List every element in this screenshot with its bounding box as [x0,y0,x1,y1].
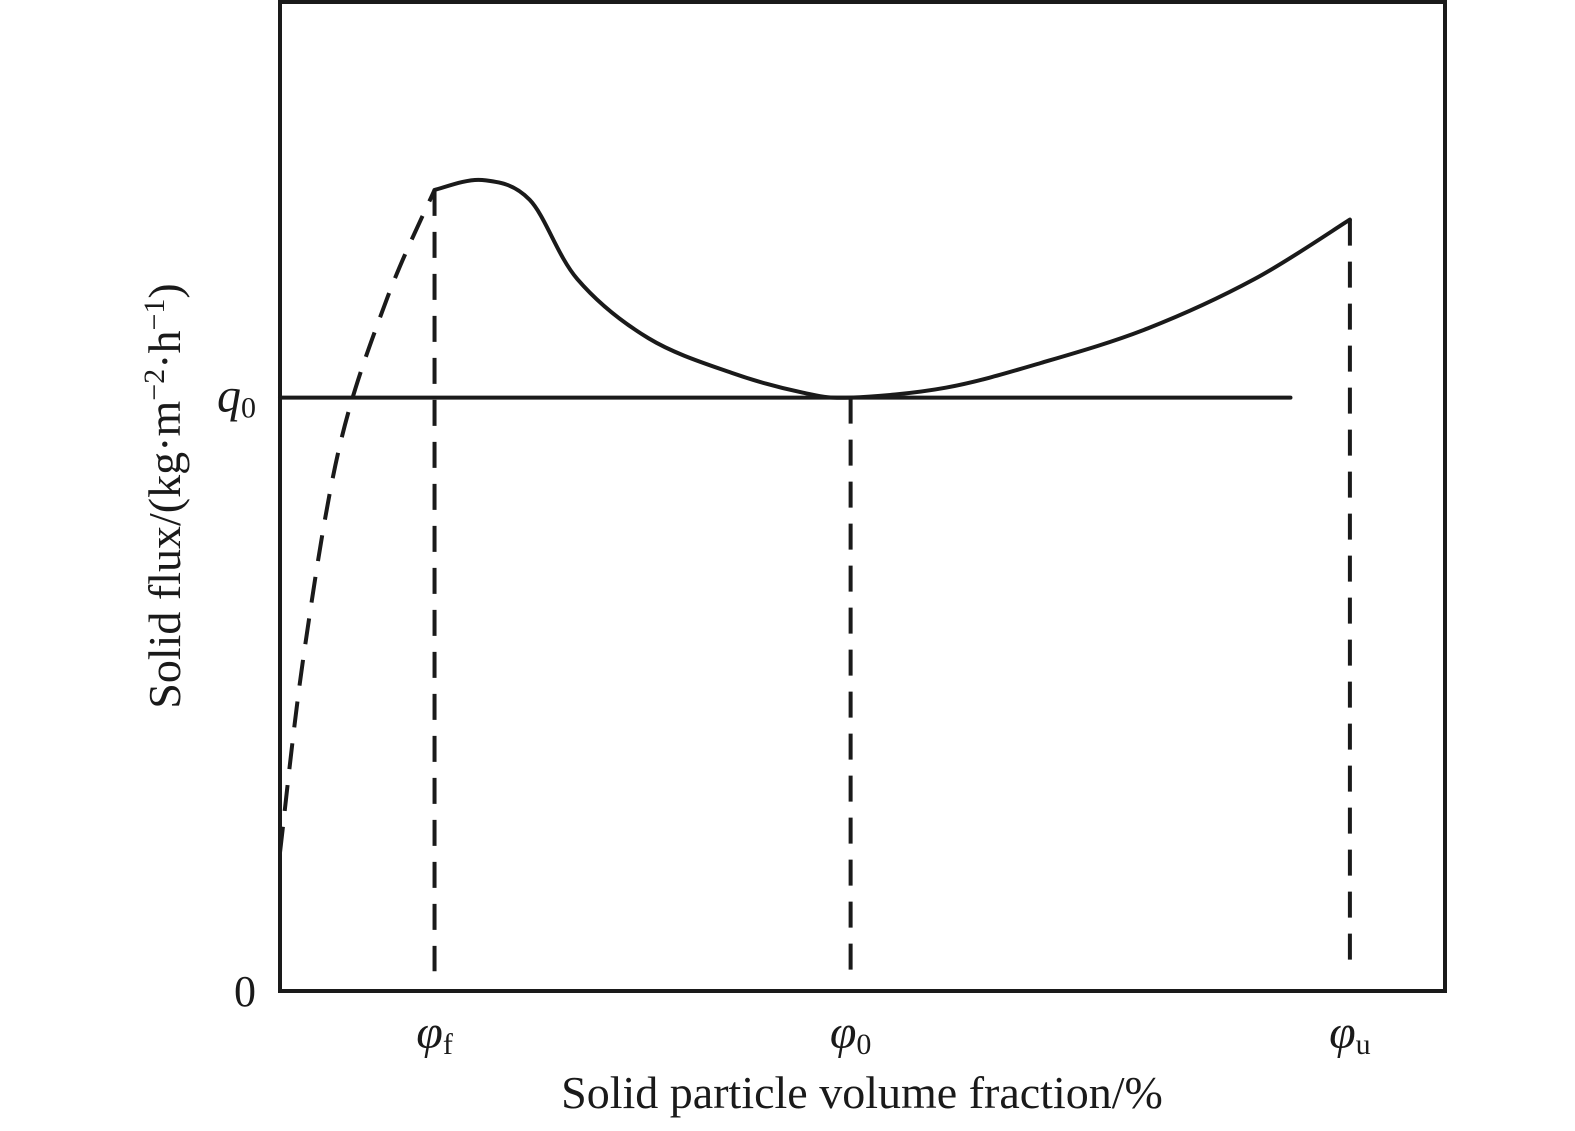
x-tick-subscript-0: f [443,1028,453,1061]
reference-lines [432,189,1352,972]
y-axis-label: Solid flux/(kg·m−2·h−1) [138,283,190,708]
x-tick-subscript-2: u [1356,1028,1371,1061]
y-axis-label-mid: ·h [139,331,190,369]
x-tick-symbol-1: φ [830,1006,857,1059]
x-tick-labels: φf φ0 φu [416,1006,1370,1061]
x-tick-subscript-1: 0 [856,1028,871,1061]
x-tick-label-0: φf [416,1006,453,1061]
series-line-0 [278,189,437,853]
series-line-1 [432,177,1352,400]
x-tick-label-1: φ0 [830,1006,872,1061]
x-tick-symbol-0: φ [416,1006,443,1059]
series-group [278,177,1352,853]
q0-symbol: q [217,370,241,423]
q0-subscript: 0 [241,392,256,425]
x-tick-symbol-2: φ [1329,1006,1356,1059]
plot-frame [278,0,1447,993]
y-axis-label-end: ) [139,283,190,298]
y-axis-label-exp2: −1 [138,299,171,331]
y-tick-zero: 0 [234,967,256,1016]
x-axis-label: Solid particle volume fraction/% [561,1067,1163,1118]
y-axis-label-main: Solid flux/(kg·m [139,401,190,709]
y-axis-label-exp1: −2 [138,369,171,401]
y-tick-q0: q0 [217,370,256,425]
x-tick-label-2: φu [1329,1006,1371,1061]
